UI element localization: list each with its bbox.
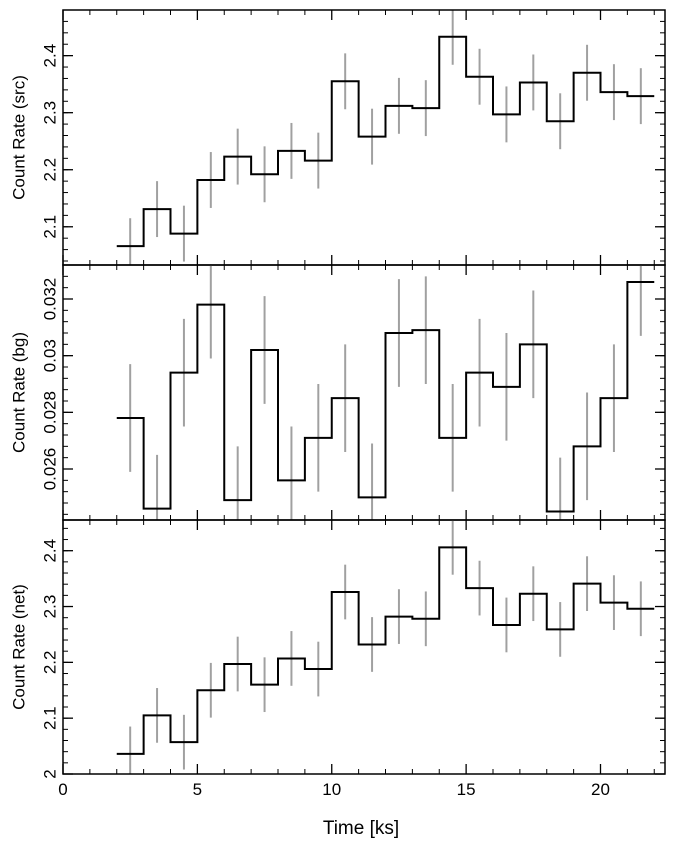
- y-axis-label-net: Count Rate (net): [10, 584, 29, 710]
- panel-frame-bg: [62, 264, 666, 521]
- panel-src: 2.1 2.2 2.3 2.4 Count Rate (src): [10, 9, 666, 266]
- y-tick-label-net: 2.2: [41, 651, 60, 675]
- y-tick-label-src: 2.3: [41, 101, 60, 125]
- y-tick-label-src: 2.4: [41, 44, 60, 68]
- y-tick-label-net: 2.3: [41, 595, 60, 619]
- panel-data-bg: [116, 265, 655, 520]
- y-tick-label-net: 2: [41, 769, 60, 778]
- y-tick-label-bg: 0.03: [41, 339, 60, 372]
- y-tick-label-bg: 0.026: [41, 448, 60, 491]
- y-axis-label-bg: Count Rate (bg): [10, 332, 29, 453]
- x-axis-label: Time [ks]: [323, 818, 399, 839]
- y-tick-label-bg: 0.028: [41, 391, 60, 434]
- step-line-bg: [116, 281, 655, 513]
- y-tick-label-src: 2.1: [41, 215, 60, 239]
- step-line-net: [116, 546, 655, 755]
- panel-data-net: [116, 520, 655, 774]
- y-tick-label-net: 2.1: [41, 706, 60, 730]
- y-tick-label-net: 2.4: [41, 539, 60, 563]
- y-tick-label-bg: 0.032: [41, 278, 60, 321]
- panel-bg: 0.026 0.028 0.03 0.032 Count Rate (bg): [10, 264, 666, 521]
- y-axis-label-src: Count Rate (src): [10, 75, 29, 200]
- x-tick-label: 20: [591, 780, 610, 799]
- panel-net: 2 2.1 2.2 2.3 2.4 Count Rate (net): [10, 519, 666, 779]
- x-tick-label: 0: [58, 780, 67, 799]
- x-tick-label: 10: [322, 780, 341, 799]
- panel-data-src: [116, 10, 655, 265]
- x-tick-label: 5: [193, 780, 202, 799]
- x-tick-label: 15: [457, 780, 476, 799]
- y-tick-label-src: 2.2: [41, 158, 60, 182]
- panel-frame-net: [62, 519, 666, 775]
- step-line-src: [116, 35, 655, 248]
